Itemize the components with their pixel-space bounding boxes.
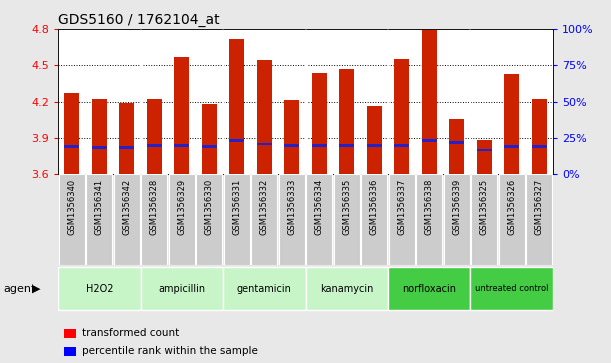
Bar [388,267,470,310]
Bar [334,174,360,265]
Text: GSM1356332: GSM1356332 [260,179,269,235]
Bar [64,93,79,174]
Bar [361,174,387,265]
Bar [59,174,85,265]
Text: GSM1356339: GSM1356339 [452,179,461,235]
Text: GSM1356326: GSM1356326 [507,179,516,235]
Bar [367,144,382,147]
Text: GSM1356337: GSM1356337 [397,179,406,235]
Bar [477,149,492,151]
Text: GSM1356341: GSM1356341 [95,179,104,235]
Bar [477,140,492,174]
Bar [202,145,217,148]
Text: GSM1356342: GSM1356342 [122,179,131,235]
Text: kanamycin: kanamycin [320,284,373,294]
Text: norfloxacin: norfloxacin [402,284,456,294]
Bar [147,99,162,174]
Bar [312,73,327,174]
Bar [202,104,217,174]
Text: GSM1356333: GSM1356333 [287,179,296,235]
Text: H2O2: H2O2 [86,284,113,294]
Text: transformed count: transformed count [82,328,180,338]
Bar [92,99,107,174]
Bar [64,347,76,356]
Bar [141,267,223,310]
Bar [169,174,195,265]
Text: GSM1356328: GSM1356328 [150,179,159,235]
Bar [471,174,497,265]
Bar [224,174,250,265]
Bar [306,267,388,310]
Bar [394,144,409,147]
Bar [367,106,382,174]
Bar [119,146,134,149]
Text: gentamicin: gentamicin [237,284,291,294]
Bar [119,103,134,174]
Bar [223,267,306,310]
Bar [174,57,189,174]
Text: GSM1356334: GSM1356334 [315,179,324,235]
Bar [141,174,167,265]
Bar [449,119,464,174]
Text: GSM1356325: GSM1356325 [480,179,489,235]
Bar [229,139,244,142]
Text: GSM1356336: GSM1356336 [370,179,379,235]
Bar [64,145,79,148]
Text: ampicillin: ampicillin [158,284,205,294]
Text: GSM1356330: GSM1356330 [205,179,214,235]
Bar [532,145,547,148]
Bar [64,329,76,338]
Bar [284,144,299,147]
Bar [504,74,519,174]
Bar [416,174,442,265]
Bar [532,99,547,174]
Bar [147,144,162,147]
Bar [444,174,470,265]
Text: GDS5160 / 1762104_at: GDS5160 / 1762104_at [58,13,220,26]
Bar [86,174,112,265]
Text: GSM1356338: GSM1356338 [425,179,434,235]
Bar [499,174,525,265]
Text: untreated control: untreated control [475,284,549,293]
Text: GSM1356335: GSM1356335 [342,179,351,235]
Bar [470,267,553,310]
Bar [229,39,244,174]
Text: ▶: ▶ [32,284,40,294]
Bar [279,174,305,265]
Bar [389,174,415,265]
Text: GSM1356340: GSM1356340 [67,179,76,235]
Text: GSM1356331: GSM1356331 [232,179,241,235]
Bar [422,139,437,142]
Bar [58,267,141,310]
Text: GSM1356329: GSM1356329 [177,179,186,235]
Bar [174,144,189,147]
Bar [114,174,140,265]
Bar [526,174,552,265]
Bar [394,59,409,174]
Bar [339,69,354,174]
Bar [422,30,437,174]
Text: percentile rank within the sample: percentile rank within the sample [82,346,258,356]
Bar [251,174,277,265]
Bar [257,143,272,145]
Text: agent: agent [3,284,35,294]
Bar [449,142,464,144]
Text: GSM1356327: GSM1356327 [535,179,544,235]
Bar [284,101,299,174]
Bar [312,144,327,147]
Bar [257,61,272,174]
Bar [339,144,354,147]
Bar [306,174,332,265]
Bar [196,174,222,265]
Bar [92,146,107,149]
Bar [504,145,519,148]
